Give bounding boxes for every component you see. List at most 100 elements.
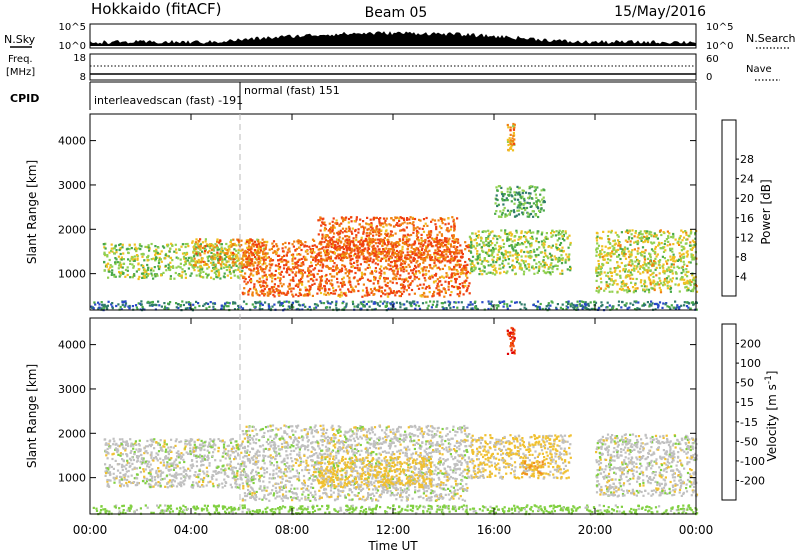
data-cell bbox=[618, 265, 621, 268]
data-cell bbox=[429, 257, 432, 260]
data-cell bbox=[474, 232, 477, 235]
data-cell bbox=[444, 239, 447, 242]
data-cell bbox=[418, 218, 421, 221]
data-cell bbox=[657, 304, 660, 307]
data-cell bbox=[649, 274, 652, 277]
data-cell bbox=[119, 266, 122, 269]
data-cell bbox=[661, 306, 664, 309]
data-cell bbox=[308, 269, 311, 272]
data-cell bbox=[272, 289, 275, 292]
data-cell bbox=[261, 238, 264, 241]
data-cell bbox=[201, 241, 204, 244]
data-cell bbox=[533, 250, 536, 253]
data-cell bbox=[452, 256, 455, 260]
data-cell bbox=[549, 256, 552, 259]
data-cell bbox=[366, 278, 370, 281]
velocity-heatmap bbox=[92, 326, 699, 516]
data-cell bbox=[445, 241, 448, 244]
data-cell bbox=[439, 268, 442, 271]
data-cell bbox=[223, 276, 226, 279]
data-cell bbox=[523, 306, 526, 309]
data-cell bbox=[651, 272, 654, 275]
data-cell bbox=[610, 278, 613, 281]
data-cell bbox=[279, 304, 282, 307]
data-cell bbox=[336, 222, 339, 225]
data-cell bbox=[351, 241, 355, 244]
data-cell bbox=[185, 301, 188, 304]
data-cell bbox=[476, 244, 479, 247]
data-cell bbox=[270, 272, 273, 275]
data-cell bbox=[458, 266, 461, 269]
data-cell bbox=[299, 280, 302, 284]
data-cell bbox=[146, 263, 149, 267]
data-cell bbox=[541, 198, 544, 201]
data-cell bbox=[341, 231, 344, 234]
data-cell bbox=[403, 218, 406, 221]
nsky-area bbox=[90, 31, 696, 46]
data-cell bbox=[414, 264, 417, 267]
data-cell bbox=[501, 259, 505, 262]
data-cell bbox=[376, 238, 380, 241]
data-cell bbox=[203, 263, 206, 267]
data-cell bbox=[446, 227, 449, 230]
data-cell bbox=[361, 295, 364, 298]
data-cell bbox=[624, 253, 627, 256]
data-cell bbox=[324, 246, 327, 249]
data-cell bbox=[323, 249, 326, 252]
data-cell bbox=[496, 259, 499, 262]
data-cell bbox=[285, 259, 288, 262]
data-cell bbox=[394, 245, 397, 249]
data-cell bbox=[500, 191, 504, 194]
data-cell bbox=[237, 266, 240, 269]
data-cell bbox=[427, 240, 430, 243]
data-cell bbox=[667, 240, 670, 243]
data-cell bbox=[275, 287, 278, 291]
data-cell bbox=[600, 270, 603, 273]
data-cell bbox=[224, 304, 227, 307]
data-cell bbox=[196, 251, 199, 254]
data-cell bbox=[537, 230, 540, 233]
data-cell bbox=[251, 291, 254, 294]
data-cell bbox=[373, 287, 376, 291]
data-cell bbox=[465, 274, 468, 277]
data-cell bbox=[649, 269, 652, 272]
data-cell bbox=[496, 198, 499, 202]
data-cell bbox=[124, 275, 127, 278]
data-cell bbox=[255, 292, 258, 295]
data-cell bbox=[368, 305, 371, 308]
data-cell bbox=[613, 252, 616, 255]
data-cell bbox=[272, 293, 275, 297]
data-cell bbox=[242, 293, 245, 296]
data-cell bbox=[318, 248, 322, 251]
data-cell bbox=[429, 264, 432, 267]
data-cell bbox=[409, 250, 412, 253]
data-cell bbox=[397, 251, 400, 254]
data-cell bbox=[426, 307, 429, 310]
data-cell bbox=[336, 245, 339, 248]
data-cell bbox=[389, 255, 392, 258]
data-cell bbox=[175, 256, 178, 259]
data-cell bbox=[694, 232, 697, 235]
data-cell bbox=[379, 259, 382, 263]
data-cell bbox=[119, 274, 122, 277]
data-cell bbox=[573, 305, 577, 308]
data-cell bbox=[380, 290, 383, 293]
data-cell bbox=[611, 306, 615, 309]
data-cell bbox=[683, 263, 686, 266]
data-cell bbox=[450, 276, 453, 279]
data-cell bbox=[193, 253, 196, 256]
data-cell bbox=[150, 301, 153, 304]
data-cell bbox=[501, 199, 504, 202]
data-cell bbox=[595, 254, 598, 257]
data-cell bbox=[634, 232, 637, 235]
data-cell bbox=[279, 291, 282, 294]
data-cell bbox=[254, 250, 257, 254]
data-cell bbox=[550, 258, 553, 261]
data-cell bbox=[438, 276, 442, 279]
data-cell bbox=[326, 300, 329, 303]
data-cell bbox=[606, 261, 610, 264]
data-cell bbox=[248, 248, 251, 251]
data-cell bbox=[383, 257, 386, 260]
data-cell bbox=[254, 257, 257, 260]
data-cell bbox=[246, 246, 249, 249]
